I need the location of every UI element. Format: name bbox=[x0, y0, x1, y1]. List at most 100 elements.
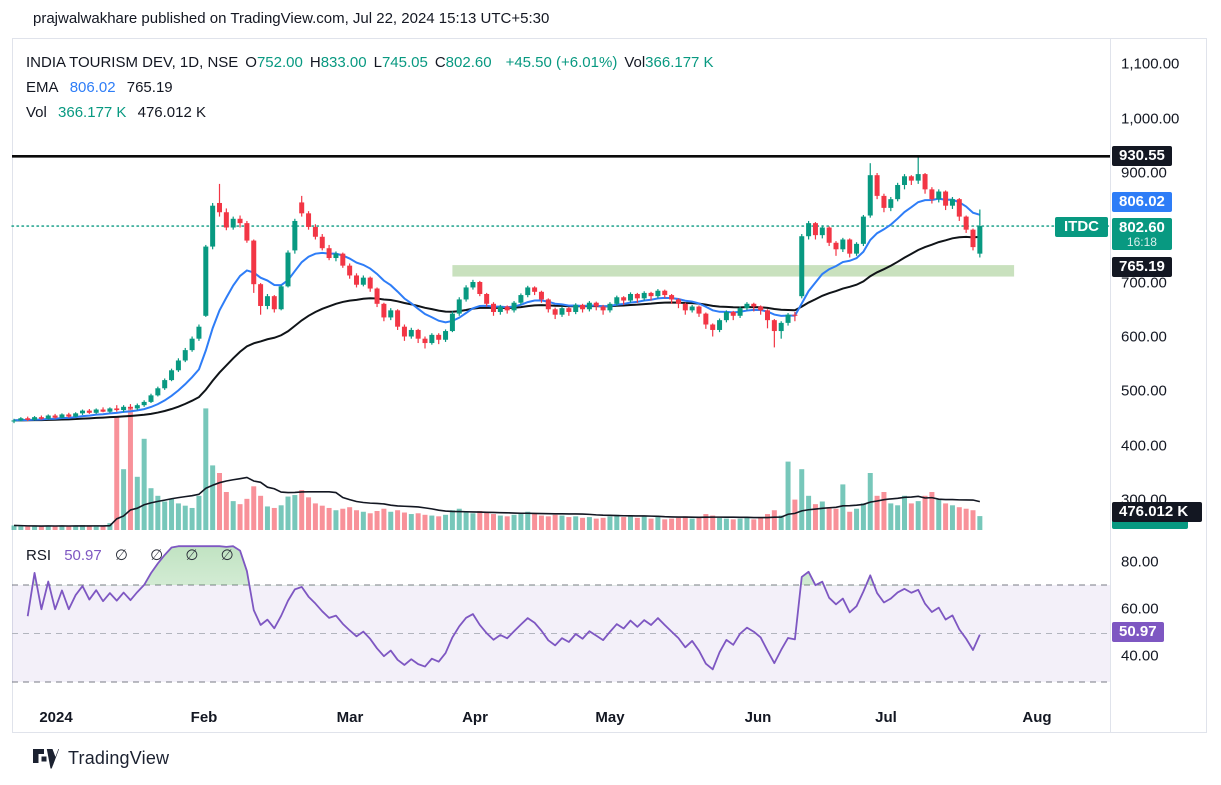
rsi-legend[interactable]: RSI 50.97 ∅ ∅ ∅ ∅ bbox=[26, 546, 252, 564]
volume-bar bbox=[59, 525, 65, 530]
volume-bar bbox=[703, 514, 709, 530]
candle-body bbox=[723, 311, 729, 321]
volume-bar bbox=[86, 526, 92, 530]
volume-bar bbox=[881, 492, 887, 530]
candle-body bbox=[580, 304, 586, 310]
last-price-time: 16:18 bbox=[1126, 235, 1157, 249]
candle-body bbox=[244, 223, 250, 241]
volume-current-badge bbox=[1112, 519, 1188, 529]
ticker-label-badge: ITDC bbox=[1055, 217, 1108, 237]
candle-body bbox=[648, 292, 654, 297]
volume-bar bbox=[963, 508, 969, 530]
volume-bar bbox=[922, 495, 928, 530]
volume-bar bbox=[333, 510, 339, 530]
candle-body bbox=[908, 176, 914, 181]
price-tick-400.00: 400.00 bbox=[1121, 437, 1167, 455]
candle-body bbox=[806, 223, 812, 237]
tradingview-logo-icon bbox=[33, 748, 59, 769]
candle-body bbox=[25, 418, 31, 420]
ohlc-key-O: O bbox=[245, 54, 257, 71]
candle-body bbox=[963, 216, 969, 230]
candle-body bbox=[840, 239, 846, 250]
volume-bar bbox=[888, 503, 894, 530]
symbol-row[interactable]: INDIA TOURISM DEV, 1D, NSE O752.00 H833.00… bbox=[26, 50, 721, 75]
candle-body bbox=[169, 370, 175, 381]
support-zone-band bbox=[452, 265, 1015, 277]
ema-slow-price-badge: 765.19 bbox=[1112, 257, 1172, 277]
candle-body bbox=[689, 306, 695, 311]
volume-bar bbox=[32, 526, 38, 530]
candle-body bbox=[360, 277, 366, 285]
volume-bar bbox=[360, 511, 366, 530]
candle-body bbox=[586, 302, 592, 310]
candle-body bbox=[860, 216, 866, 244]
volume-bar bbox=[127, 408, 133, 530]
volume-bar bbox=[162, 501, 168, 530]
candle-body bbox=[545, 299, 551, 310]
ema-row[interactable]: EMA 806.02 765.19 bbox=[26, 75, 721, 100]
volume-row[interactable]: Vol 366.177 K 476.012 K bbox=[26, 100, 721, 125]
volume-bar bbox=[655, 517, 661, 530]
candle-body bbox=[607, 303, 613, 311]
candle-body bbox=[114, 408, 120, 411]
candle-body bbox=[436, 334, 442, 340]
candle-body bbox=[175, 360, 181, 371]
volume-bar bbox=[545, 516, 551, 530]
volume-bar bbox=[566, 517, 572, 530]
candle-body bbox=[538, 291, 544, 300]
candle-body bbox=[518, 295, 524, 303]
candle-body bbox=[237, 218, 243, 224]
volume-bar bbox=[484, 512, 490, 530]
candle-body bbox=[408, 329, 414, 337]
volume-bar bbox=[669, 518, 675, 530]
candle-body bbox=[771, 320, 777, 332]
volume-bar bbox=[497, 515, 503, 530]
candle-body bbox=[956, 199, 962, 217]
candle-body bbox=[196, 326, 202, 339]
candle-body bbox=[11, 420, 17, 422]
price-tick-1,000.00: 1,000.00 bbox=[1121, 110, 1180, 128]
price-tick-600.00: 600.00 bbox=[1121, 328, 1167, 346]
volume-bar bbox=[217, 473, 222, 530]
candle-body bbox=[470, 282, 476, 288]
volume-bar bbox=[312, 503, 318, 530]
volume-bar bbox=[456, 508, 462, 530]
price-legend[interactable]: INDIA TOURISM DEV, 1D, NSE O752.00 H833.00… bbox=[26, 50, 721, 125]
volume-bar bbox=[408, 514, 414, 530]
volume-bar bbox=[511, 514, 517, 530]
candle-body bbox=[497, 306, 503, 312]
volume-bar bbox=[148, 488, 154, 530]
volume-bar bbox=[854, 508, 860, 530]
candle-body bbox=[682, 303, 688, 311]
candle-body bbox=[100, 409, 106, 412]
time-tick-May: May bbox=[595, 709, 625, 726]
time-tick-Feb: Feb bbox=[190, 709, 218, 726]
volume-bar bbox=[25, 526, 31, 530]
volume-bar bbox=[326, 507, 332, 530]
chart-frame bbox=[12, 38, 1207, 733]
rsi-band bbox=[12, 585, 1110, 682]
candle-body bbox=[59, 414, 65, 418]
rsi-tick-80.00: 80.00 bbox=[1121, 553, 1159, 571]
volume-bar bbox=[847, 511, 853, 530]
volume-bar bbox=[203, 408, 209, 530]
volume-bar bbox=[347, 507, 353, 530]
volume-bar bbox=[956, 507, 962, 530]
volume-bar bbox=[52, 526, 58, 530]
tradingview-brand-text: TradingView bbox=[68, 748, 170, 768]
candle-body bbox=[744, 303, 750, 309]
volume-bar bbox=[237, 504, 243, 530]
volume-bar bbox=[641, 516, 647, 530]
candle-body bbox=[141, 401, 147, 406]
tradingview-brand[interactable]: TradingView bbox=[33, 748, 169, 769]
volume-bar bbox=[949, 505, 955, 530]
candle-body bbox=[491, 303, 496, 312]
candle-body bbox=[223, 212, 229, 228]
candle-body bbox=[203, 246, 209, 316]
vol-current-value: 366.177 K bbox=[58, 104, 127, 121]
candle-body bbox=[621, 297, 627, 301]
volume-bar bbox=[210, 465, 216, 530]
candle-body bbox=[812, 223, 818, 236]
volume-bar bbox=[381, 508, 387, 530]
